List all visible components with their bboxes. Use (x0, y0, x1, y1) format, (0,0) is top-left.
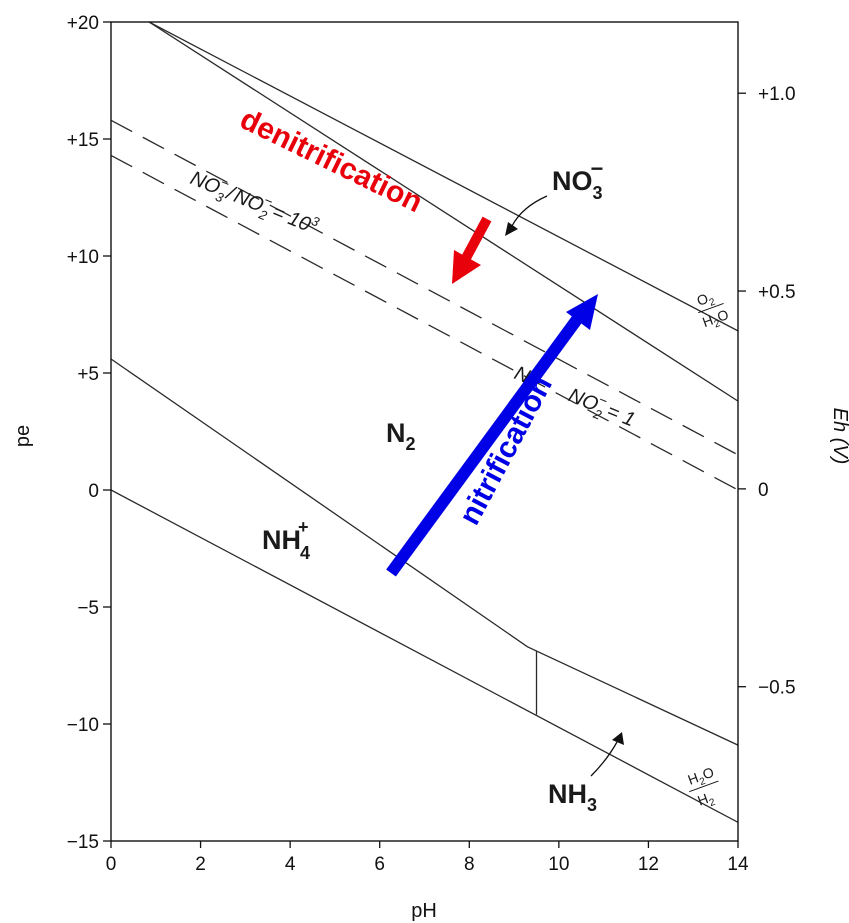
ratio-label-no3-no2: NO3−/NO2−= 103 (186, 163, 323, 243)
region-label-no3: NO3− (552, 156, 603, 203)
svg-text:O2: O2 (695, 288, 718, 313)
y-tick-label: +15 (67, 130, 99, 151)
denitrification-arrow (452, 216, 492, 284)
y-tick-label: −15 (67, 832, 99, 853)
x-tick-label: 8 (464, 854, 475, 875)
y2-axis-ticks: +1.0 +0.5 0 −0.5 (738, 84, 796, 699)
y2-tick-label: 0 (758, 480, 769, 501)
y-axis-ticks: +20 +15 +10 +5 0 −5 −10 −15 (67, 13, 111, 853)
boundary-line-2 (148, 22, 738, 402)
x-tick-label: 12 (638, 854, 659, 875)
boundary-line-5 (111, 358, 738, 746)
y-tick-label: 0 (88, 481, 99, 502)
region-label-nh3: NH3 (548, 779, 597, 815)
y-tick-label: +10 (67, 247, 99, 268)
y2-axis-title: Eh (V) (829, 408, 849, 465)
water-label-h2o-h2: H2O H2 (686, 764, 719, 809)
nitrification-arrow (386, 294, 598, 577)
boundary-line-4 (111, 154, 738, 491)
boundary-line-3 (111, 119, 738, 456)
pointer-no3 (505, 195, 548, 236)
x-axis-title: pH (411, 900, 437, 922)
pointer-nh3 (590, 732, 624, 777)
x-tick-label: 4 (285, 854, 296, 875)
nitrification-label: nitrification (453, 371, 559, 531)
x-tick-label: 10 (548, 854, 569, 875)
x-tick-label: 6 (374, 854, 385, 875)
x-tick-label: 0 (106, 854, 117, 875)
plot-frame (110, 21, 739, 842)
y-tick-label: −5 (77, 598, 99, 619)
y-axis-title: pe (12, 425, 34, 447)
region-label-n2: N2 (386, 418, 416, 454)
y-tick-label: −10 (67, 715, 99, 736)
y2-tick-label: +1.0 (758, 84, 796, 105)
boundary-line-1 (148, 22, 738, 332)
y-tick-label: +20 (67, 13, 99, 34)
y2-tick-label: +0.5 (758, 282, 796, 303)
y2-tick-label: −0.5 (758, 678, 796, 699)
x-axis-ticks: 0 2 4 6 8 10 12 14 (106, 841, 749, 875)
region-label-nh4: NH4+ (262, 517, 310, 563)
x-tick-label: 2 (195, 854, 206, 875)
x-tick-label: 14 (727, 854, 749, 875)
boundary-line-6 (111, 489, 738, 823)
boundary-lines (111, 22, 738, 823)
y-tick-label: +5 (77, 364, 99, 385)
